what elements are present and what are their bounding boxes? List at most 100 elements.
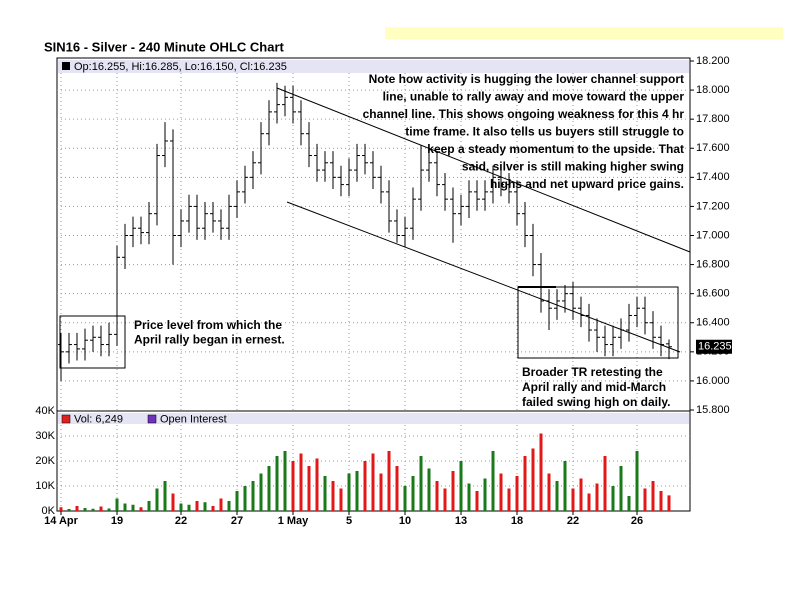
y-tick-label: 15.800 xyxy=(696,404,730,416)
volume-bar xyxy=(387,451,391,511)
volume-bar xyxy=(291,461,295,511)
volume-bar xyxy=(611,486,615,511)
volume-bar xyxy=(139,507,143,511)
last-price-box xyxy=(696,339,732,354)
volume-bar xyxy=(451,471,455,511)
volume-bar xyxy=(315,458,319,511)
volume-tick-label: 30K xyxy=(35,430,55,442)
y-tick-label: 18.000 xyxy=(696,84,730,96)
annotation-line: April rally and mid-March xyxy=(522,380,666,394)
volume-bar xyxy=(603,456,607,511)
volume-bar xyxy=(155,488,159,511)
volume-bar xyxy=(371,453,375,511)
volume-bar xyxy=(219,498,223,511)
volume-bar xyxy=(179,503,183,511)
volume-bar xyxy=(363,461,367,511)
volume-bar xyxy=(539,433,543,511)
volume-bar xyxy=(483,478,487,511)
y-tick-label: 17.600 xyxy=(696,142,730,154)
y-tick-label: 16.600 xyxy=(696,288,730,300)
volume-bar xyxy=(163,481,167,511)
x-tick-label: 26 xyxy=(631,515,643,527)
x-tick-label: 22 xyxy=(567,515,579,527)
x-tick-label: 5 xyxy=(346,515,352,527)
volume-bar xyxy=(67,509,71,511)
volume-tick-label: 40K xyxy=(35,405,55,417)
volume-bar xyxy=(659,491,663,511)
volume-bar xyxy=(323,476,327,511)
volume-bar xyxy=(395,466,399,511)
volume-bar xyxy=(251,481,255,511)
annotation-line: Broader TR retesting the xyxy=(522,365,663,379)
x-tick-label: 1 May xyxy=(278,515,309,527)
legend-label: Vol: 6,249 xyxy=(74,413,123,425)
annotation-line: said, silver is still making higher swin… xyxy=(462,160,684,174)
volume-bar xyxy=(147,501,151,511)
top-banner xyxy=(385,27,783,39)
annotation-line: April rally began in ernest. xyxy=(134,333,285,347)
volume-bar xyxy=(59,507,63,511)
x-tick-label: 13 xyxy=(455,515,467,527)
annotation-line: line, unable to rally away and move towa… xyxy=(383,90,685,104)
volume-bar xyxy=(299,453,303,511)
last-price-label: 16.235 xyxy=(698,341,732,353)
volume-band xyxy=(58,413,689,424)
volume-bar xyxy=(667,495,671,511)
annotation-line: highs and net upward price gains. xyxy=(490,177,684,191)
legend-swatch xyxy=(147,414,157,424)
volume-bar xyxy=(347,473,351,511)
volume-bar xyxy=(171,493,175,511)
x-tick-label: 22 xyxy=(175,515,187,527)
y-tick-label: 18.200 xyxy=(696,55,730,67)
y-tick-label: 17.200 xyxy=(696,200,730,212)
legend-swatch xyxy=(61,414,71,424)
range-box xyxy=(517,286,679,359)
upper-channel-line xyxy=(276,87,691,253)
annotation-line: time frame. It also tells us buyers stil… xyxy=(405,125,684,139)
x-tick-label: 27 xyxy=(231,515,243,527)
volume-tick-label: 20K xyxy=(35,455,55,467)
marks xyxy=(57,73,690,511)
volume-bar xyxy=(355,471,359,511)
volume-bar xyxy=(379,473,383,511)
volume-bar xyxy=(491,451,495,511)
volume-bar xyxy=(107,508,111,511)
volume-bar xyxy=(243,486,247,511)
volume-bar xyxy=(307,466,311,511)
volume-bar xyxy=(459,461,463,511)
volume-bar xyxy=(619,466,623,511)
volume-bar xyxy=(435,481,439,511)
volume-bar xyxy=(283,451,287,511)
volume-bar xyxy=(643,488,647,511)
annotation-line: keep a steady momentum to the upside. Th… xyxy=(427,142,684,156)
lower-channel-line xyxy=(286,201,681,353)
volume-bar xyxy=(531,448,535,511)
volume-bar xyxy=(275,456,279,511)
volume-bar xyxy=(403,486,407,511)
x-tick-label: 19 xyxy=(111,515,123,527)
volume-bar xyxy=(259,473,263,511)
volume-bar xyxy=(411,476,415,511)
volume-bar xyxy=(115,498,119,511)
y-tick-label: 16.000 xyxy=(696,375,730,387)
info-band xyxy=(58,60,689,73)
volume-bar xyxy=(635,451,639,511)
volume-bar xyxy=(123,503,127,511)
volume-bar xyxy=(419,456,423,511)
volume-bar xyxy=(427,468,431,511)
volume-bar xyxy=(443,488,447,511)
annotation-line: Note how activity is hugging the lower c… xyxy=(369,72,684,86)
volume-bar xyxy=(547,473,551,511)
volume-bar xyxy=(523,456,527,511)
volume-bar xyxy=(91,508,95,511)
range-box xyxy=(59,315,126,369)
volume-bar xyxy=(339,488,343,511)
volume-bar xyxy=(499,473,503,511)
volume-bar xyxy=(571,488,575,511)
volume-bar xyxy=(651,481,655,511)
volume-bar xyxy=(331,481,335,511)
volume-bar xyxy=(467,483,471,511)
info-swatch xyxy=(62,62,70,70)
